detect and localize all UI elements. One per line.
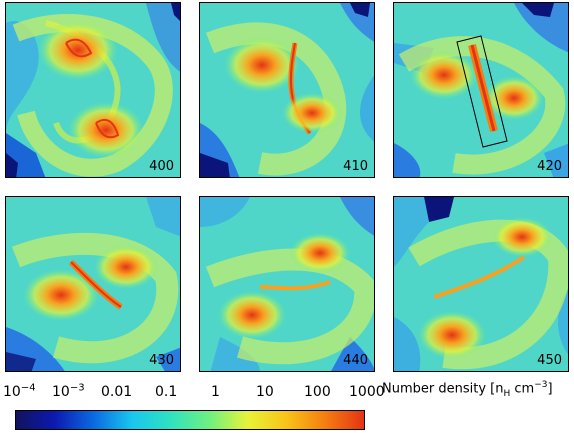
panel-time-label: 450 (537, 353, 562, 368)
colorbar-tick-label: 10−4 (3, 382, 36, 400)
colorbar-title: Number density [nH cm−3] (382, 380, 553, 399)
panel-time-label: 420 (537, 159, 562, 174)
snapshot-panel-410: 410 (199, 2, 375, 178)
snapshot-panel-430: 430 (5, 196, 181, 372)
panel-time-label: 400 (149, 159, 174, 174)
snapshot-panel-420: 420 (393, 2, 569, 178)
snapshot-panel-400: 400 (5, 2, 181, 178)
colorbar-tick-label: 100 (304, 384, 331, 400)
colorbar-tick-label: 10 (256, 384, 274, 400)
colorbar-tick-label: 0.01 (101, 384, 133, 400)
colorbar-tick-label: 10−3 (52, 382, 85, 400)
density-colorbar (15, 410, 365, 430)
panel-time-label: 430 (149, 353, 174, 368)
panel-time-label: 410 (343, 159, 368, 174)
colorbar-tick-label: 1 (211, 384, 220, 400)
panel-time-label: 440 (343, 353, 368, 368)
colorbar-tick-label: 0.1 (155, 384, 178, 400)
colorbar-tick-label: 1000 (349, 384, 385, 400)
snapshot-panel-450: 450 (393, 196, 569, 372)
snapshot-panel-440: 440 (199, 196, 375, 372)
